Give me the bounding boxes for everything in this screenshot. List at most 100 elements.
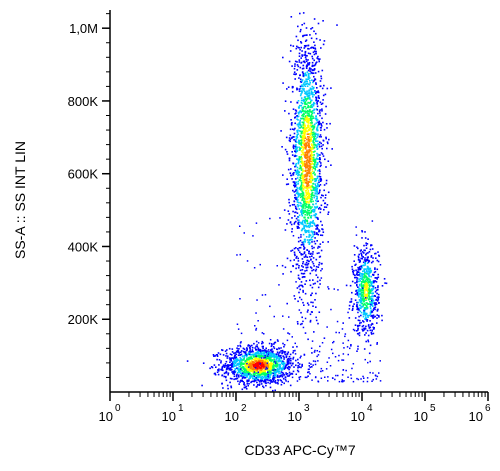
event-dot [274,369,276,371]
event-dot [290,122,293,125]
event-dot [263,358,266,360]
event-dot [306,256,309,258]
event-dot [279,375,282,378]
event-dot [360,284,363,286]
event-dot [264,380,267,383]
event-dot [308,144,310,147]
event-dot [298,52,301,55]
event-dot [312,72,315,74]
event-dot [301,67,304,70]
event-dot [371,329,373,332]
event-dot [322,199,325,202]
event-dot [303,112,305,115]
event-dot [369,320,371,322]
event-dot [353,303,355,305]
event-dot [320,370,322,373]
event-dot [304,254,307,256]
event-dot [313,154,315,156]
event-dot [358,332,361,334]
event-dot [309,172,311,175]
event-dot [233,358,235,360]
event-dot [268,370,271,372]
event-dot [311,292,313,295]
event-dot [378,316,380,318]
event-dot [351,291,353,294]
event-dot [296,64,299,66]
event-dot [325,123,328,125]
event-dot [247,366,250,368]
event-dot [258,383,261,385]
event-dot [341,379,343,381]
event-dot [252,371,255,374]
event-dot [256,344,258,346]
event-dot [249,357,251,360]
event-dot [292,210,294,213]
event-dot [268,367,271,369]
event-dot [305,130,307,132]
event-dot [331,377,334,379]
event-dot [320,124,323,126]
event-dot [301,85,303,87]
event-dot [295,189,297,191]
event-dot [248,377,250,380]
event-dot [353,254,356,256]
event-dot [295,263,298,266]
event-dot [371,322,373,325]
event-dot [274,372,277,374]
event-dot [299,121,301,123]
event-dot [311,261,314,263]
event-dot [265,374,268,377]
event-dot [321,194,323,196]
event-dot [259,359,262,362]
event-dot [298,77,300,79]
event-dot [243,358,245,360]
event-dot [307,106,309,109]
event-dot [360,301,362,304]
event-dot [307,189,310,192]
event-dot [316,152,318,155]
event-dot [311,225,314,227]
event-dot [313,112,315,114]
event-dot [306,196,309,198]
event-dot [263,357,265,359]
event-dot [366,243,369,245]
event-dot [314,143,316,146]
event-dot [237,328,240,330]
event-dot [253,342,255,345]
event-dot [310,148,312,150]
event-dot [322,140,325,142]
event-dot [364,304,367,306]
event-dot [292,45,295,47]
event-dot [229,367,231,370]
event-dot [305,179,308,182]
event-dot [286,257,289,260]
event-dot [368,291,371,293]
event-dot [314,233,316,235]
event-dot [313,196,315,199]
event-dot [229,377,232,380]
event-dot [308,250,310,253]
event-dot [229,364,232,366]
event-dot [293,366,295,368]
event-dot [360,249,362,251]
event-dot [297,362,299,364]
event-dot [250,373,252,376]
event-dot [312,103,315,105]
event-dot [289,134,292,137]
event-dot [376,277,378,279]
event-dot [250,354,252,356]
y-tick-label: 400K [68,239,99,254]
event-dot [308,170,310,173]
event-dot [307,191,309,194]
event-dot [304,56,307,59]
event-dot [308,96,311,99]
event-dot [299,48,301,51]
event-dot [310,171,312,174]
event-dot [257,358,259,360]
event-dot [246,260,249,262]
event-dot [360,311,363,314]
event-dot [308,226,311,229]
event-dot [350,345,352,347]
event-dot [307,120,309,122]
event-dot [269,305,271,308]
